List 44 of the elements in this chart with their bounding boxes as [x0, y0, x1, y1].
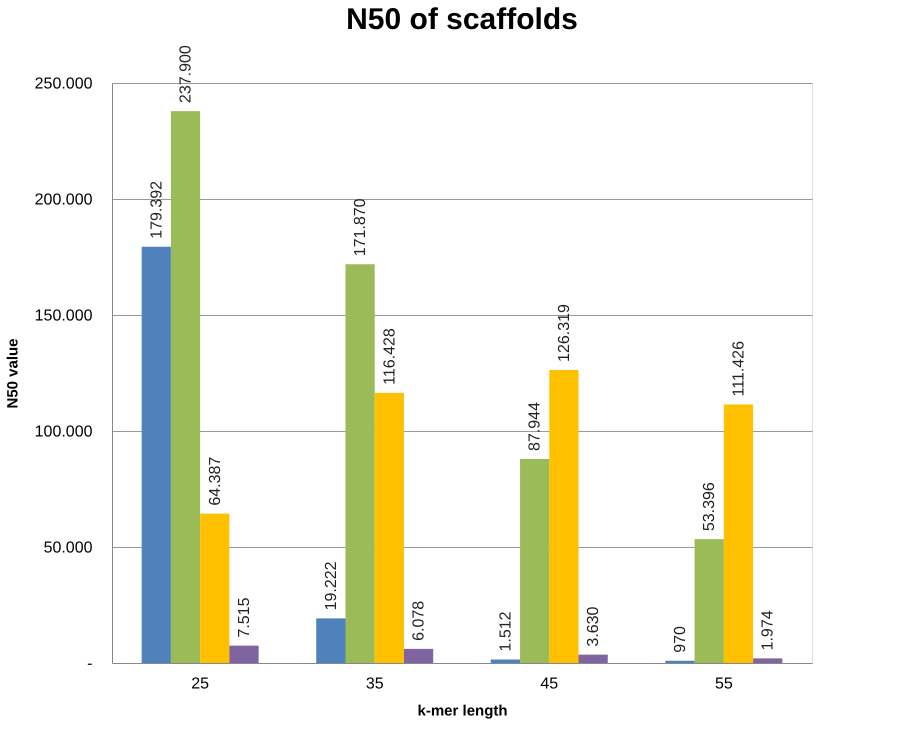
data-label: 19.222: [322, 561, 340, 610]
bar: [490, 659, 520, 663]
data-label: 87.944: [526, 402, 544, 451]
data-label: 6.078: [410, 600, 428, 641]
bar: [142, 246, 171, 663]
bar: [200, 514, 230, 663]
bar: [170, 111, 200, 663]
y-axis-title: N50 value: [4, 338, 22, 409]
y-tick-label: 50.000: [44, 540, 93, 556]
bar: [578, 654, 608, 663]
x-tick-label: 25: [191, 676, 210, 692]
bar: [520, 458, 550, 663]
bar: [374, 392, 404, 663]
bar: [404, 648, 434, 663]
x-tick-label: 35: [366, 676, 384, 692]
data-label: 970: [672, 626, 689, 653]
x-tick-label: 45: [540, 676, 558, 692]
y-tick-label: 200.000: [34, 192, 93, 208]
bar: [345, 264, 375, 663]
bar: [229, 646, 259, 663]
data-label: 3.630: [585, 606, 602, 647]
data-label: 171.870: [352, 198, 370, 256]
bar: [753, 658, 782, 663]
bar: [316, 618, 346, 663]
data-label: 64.387: [206, 456, 224, 506]
data-label: 1.974: [760, 610, 777, 650]
data-label: 237.900: [178, 45, 195, 104]
bar: [724, 404, 754, 663]
y-tick-label: 100.000: [34, 424, 93, 440]
chart-title: N50 of scaffolds: [346, 3, 578, 36]
data-label: 116.428: [381, 328, 398, 385]
data-label: 53.396: [701, 482, 718, 532]
data-label: 179.392: [148, 180, 166, 239]
y-tick-label: -: [87, 656, 92, 672]
data-label: 1.512: [497, 611, 514, 652]
x-axis-title: k-mer length: [417, 702, 508, 720]
bar: [694, 539, 724, 663]
y-tick-label: 250.000: [34, 76, 93, 92]
data-label: 111.426: [730, 340, 748, 396]
data-label: 126.319: [556, 304, 573, 362]
x-tick-label: 55: [714, 676, 733, 692]
y-tick-label: 150.000: [34, 308, 93, 324]
bar: [549, 370, 579, 663]
data-label: 7.515: [236, 597, 254, 638]
